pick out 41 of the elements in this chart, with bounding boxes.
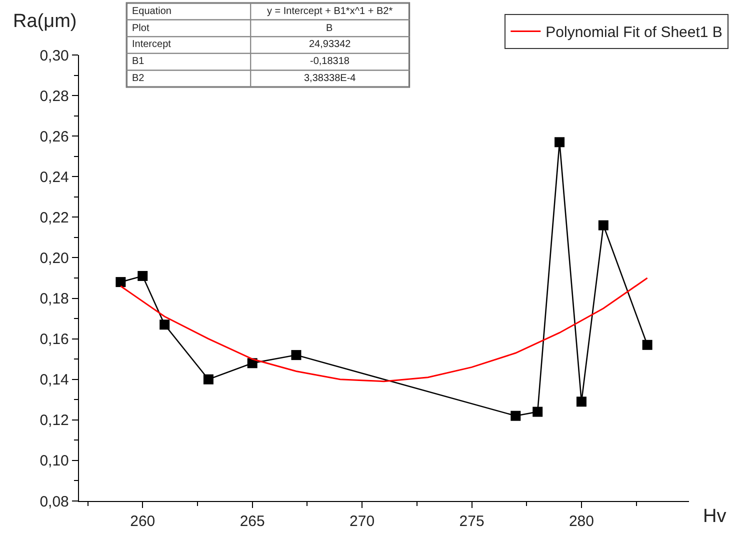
text: B [326, 23, 333, 34]
y-tick-label: 0,30 [40, 47, 69, 64]
point [576, 396, 586, 407]
y-tick-label: 0,16 [40, 331, 69, 348]
annotation: 3,38338E-4 [304, 73, 356, 84]
point [160, 320, 170, 330]
text: Equation [132, 6, 172, 17]
point [598, 220, 608, 230]
y-tick-label: 0,26 [40, 128, 69, 146]
y-tick-label: 0,22 [40, 209, 69, 226]
x-axis-title: Hv [703, 506, 727, 527]
y-axis-title: Ra(μm) [13, 11, 77, 32]
annotation: B1 [132, 56, 145, 67]
annotation: -0,18318 [310, 56, 350, 67]
point [203, 374, 214, 384]
y-tick-label: 0,28 [40, 88, 69, 105]
x-tick-label: 280 [568, 513, 594, 530]
point [291, 350, 302, 360]
y-tick-label: 0,20 [40, 250, 69, 267]
point [510, 410, 521, 421]
point [642, 340, 652, 350]
y-tick-label: 0,08 [40, 493, 69, 510]
point [116, 277, 126, 288]
y-tick-label: 0,10 [40, 452, 69, 470]
y-tick-label: 0,18 [40, 290, 69, 308]
x-tick-label: 275 [459, 513, 484, 530]
x-tick-label: 265 [240, 513, 265, 530]
text: 24,93342 [309, 39, 352, 50]
text: y = Intercept + B1*x^1 + B2* [267, 6, 393, 17]
point [532, 406, 543, 417]
point [138, 270, 148, 281]
y-tick-label: 0,12 [40, 412, 69, 430]
y-tick-label: 0,14 [40, 372, 69, 389]
x-tick-label: 260 [130, 513, 156, 530]
x-tick-label: 270 [350, 513, 375, 530]
annotation: B2 [132, 73, 145, 84]
text: Intercept [132, 39, 172, 50]
y-tick-label: 0,24 [40, 168, 69, 186]
legend-label: Polynomial Fit of Sheet1 B [546, 24, 722, 42]
text: Plot [132, 23, 150, 34]
point [554, 137, 565, 148]
